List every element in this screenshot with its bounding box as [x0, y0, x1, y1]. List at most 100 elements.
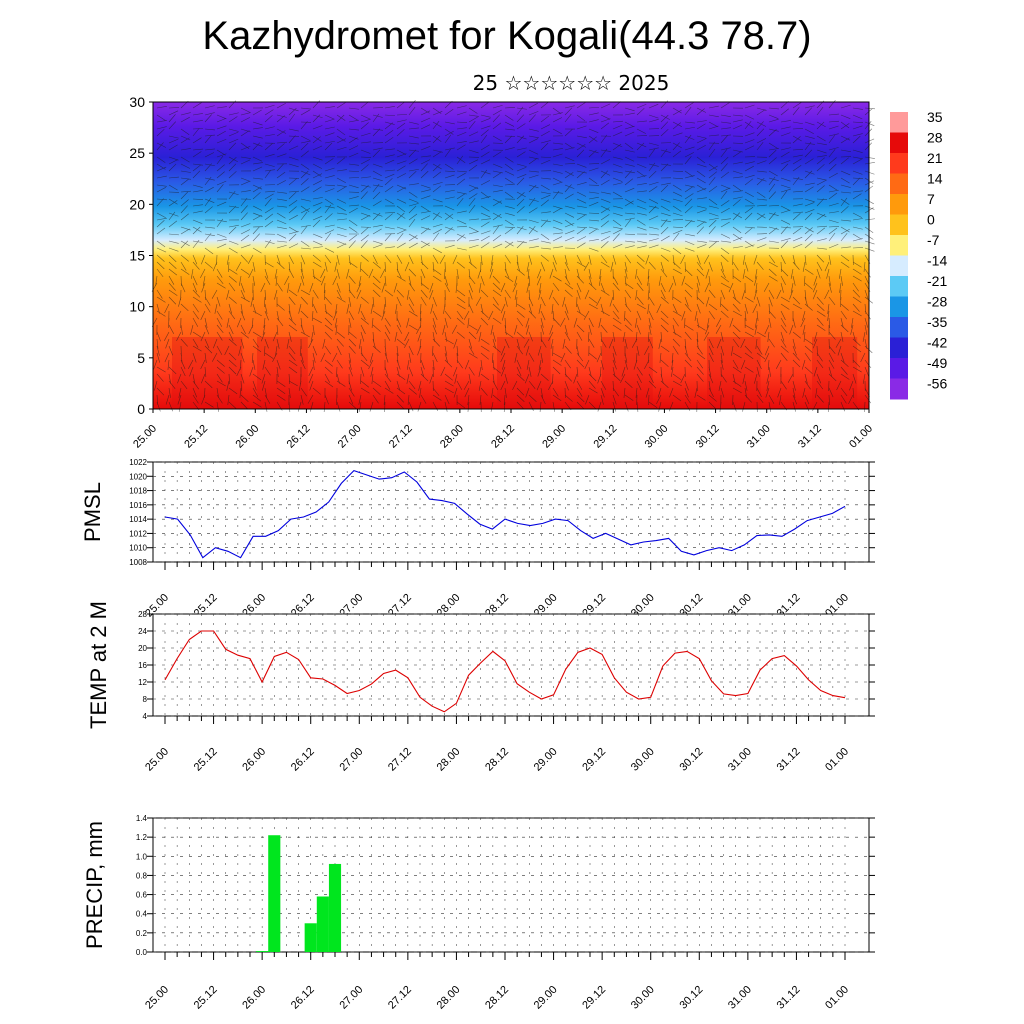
wind-barb: [276, 205, 287, 208]
wind-barb: [503, 401, 506, 412]
wind-barb: [800, 317, 806, 328]
wind-barb: [648, 162, 656, 172]
wind-barb: [288, 310, 293, 321]
wind-barb: [240, 142, 250, 150]
wind-barb: [526, 359, 530, 370]
wind-barb: [648, 114, 659, 119]
wind-barb: [156, 331, 161, 342]
wind-barb: [456, 193, 466, 200]
wind-barb: [732, 161, 743, 165]
wind-barb: [780, 352, 788, 361]
colorbar-label: -42: [927, 335, 947, 351]
wind-barb: [672, 219, 684, 221]
wind-barb: [764, 324, 770, 335]
wind-barb: [204, 197, 212, 207]
wind-barb: [708, 165, 718, 172]
wind-barb: [276, 163, 285, 172]
wind-barb: [732, 401, 737, 412]
wind-barb: [852, 133, 863, 137]
wind-barb: [288, 352, 296, 361]
wind-barb: [648, 163, 659, 167]
wind-barb: [360, 122, 369, 130]
wind-barb: [792, 387, 796, 398]
wind-barb: [696, 156, 706, 164]
wind-barb: [468, 131, 479, 137]
wind-barb: [444, 380, 454, 387]
wind-barb: [492, 338, 497, 349]
wind-barb: [636, 183, 647, 186]
wind-barb: [324, 167, 335, 172]
wind-barb: [528, 138, 539, 144]
wind-barb: [492, 243, 503, 249]
wind-barb: [204, 226, 215, 229]
wind-barb: [647, 289, 650, 300]
wind-barb: [704, 324, 710, 335]
wind-barb: [681, 275, 686, 286]
colorbar-swatch: [890, 358, 908, 379]
wind-barb: [216, 218, 224, 228]
wind-barb: [768, 204, 779, 207]
wind-barb: [660, 114, 670, 120]
wind-barb: [312, 114, 323, 119]
wind-barb: [672, 109, 682, 116]
wind-barb: [596, 296, 602, 307]
wind-barb: [360, 380, 370, 388]
wind-barb: [168, 289, 178, 296]
wind-barb: [768, 289, 775, 299]
wind-barb: [780, 331, 785, 342]
wind-barb: [672, 170, 683, 172]
wind-barb: [585, 394, 590, 405]
wind-barb: [636, 366, 643, 376]
wind-barb: [168, 254, 177, 263]
wind-barb: [600, 261, 610, 268]
wind-barb: [204, 198, 215, 203]
wind-barb: [348, 394, 354, 405]
wind-barb: [696, 303, 701, 314]
wind-barb: [467, 394, 470, 405]
wind-barb: [804, 352, 811, 362]
wind-barb: [684, 121, 695, 124]
wind-barb: [408, 205, 417, 214]
wind-barb: [156, 296, 166, 303]
wind-barb: [480, 101, 490, 109]
wind-barb: [384, 169, 395, 172]
wind-barb: [348, 234, 358, 242]
wind-barb: [276, 114, 287, 118]
wind-barb: [528, 170, 539, 173]
wind-barb: [381, 310, 386, 321]
wind-barb: [828, 282, 832, 293]
wind-barb: [600, 241, 609, 249]
wind-barb: [252, 214, 262, 221]
wind-barb: [564, 303, 569, 314]
wind-barb: [228, 275, 237, 283]
wind-barb: [456, 310, 464, 320]
wind-barb: [828, 317, 831, 328]
xtick-label: 28.00: [435, 746, 463, 774]
wind-barb: [816, 227, 826, 235]
wind-barb: [177, 373, 182, 384]
wind-barb: [576, 198, 587, 204]
wind-barb: [348, 261, 358, 268]
wind-barb: [660, 380, 669, 388]
wind-barb: [396, 153, 407, 158]
wind-barb: [552, 207, 562, 214]
wind-barb: [648, 170, 657, 179]
wind-barb: [576, 191, 587, 197]
wind-barb: [660, 226, 669, 235]
wind-barb: [792, 254, 796, 265]
wind-barb: [612, 401, 617, 412]
wind-barb: [240, 401, 249, 410]
wind-barb: [264, 143, 273, 151]
wind-barb: [420, 303, 422, 315]
wind-barb: [864, 394, 872, 404]
wind-barb: [394, 331, 398, 342]
wind-barb: [168, 138, 179, 144]
wind-barb: [360, 296, 369, 304]
wind-barb: [836, 380, 842, 391]
wind-barb: [696, 331, 699, 342]
ytick-label: 20: [138, 644, 147, 653]
wind-barb: [336, 205, 346, 212]
wind-barb: [504, 254, 511, 264]
wind-barb: [600, 207, 610, 214]
wind-barb: [708, 114, 719, 118]
